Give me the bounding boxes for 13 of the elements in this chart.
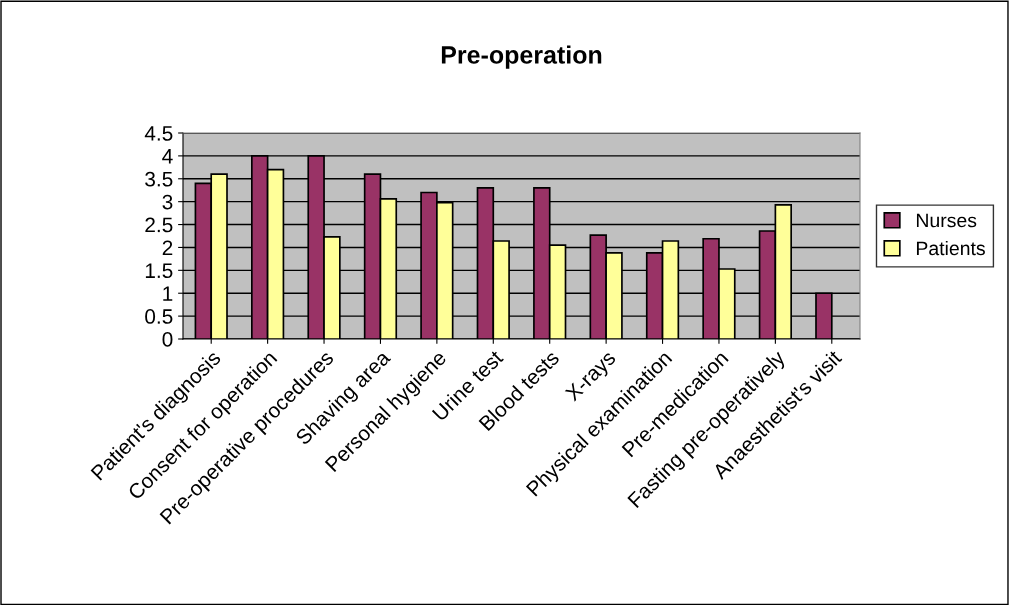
y-tick-label: 0 [162,332,173,347]
y-tick-label: 1.5 [145,263,173,279]
y-tick-label: 4.5 [144,126,173,141]
y-tick-label: 1 [163,286,173,301]
y-tick-label: 3.5 [145,171,173,187]
y-tick-label: 0.5 [145,309,173,324]
chart-title: Pre-operation [441,45,602,69]
y-tick-label: 4 [162,149,173,164]
y-tick-label: 2 [162,240,173,255]
y-tick-label: 2.5 [145,217,173,233]
y-tick-label: 3 [162,194,173,210]
legend-label: Patients [916,240,985,256]
legend-label: Nurses [916,213,977,228]
